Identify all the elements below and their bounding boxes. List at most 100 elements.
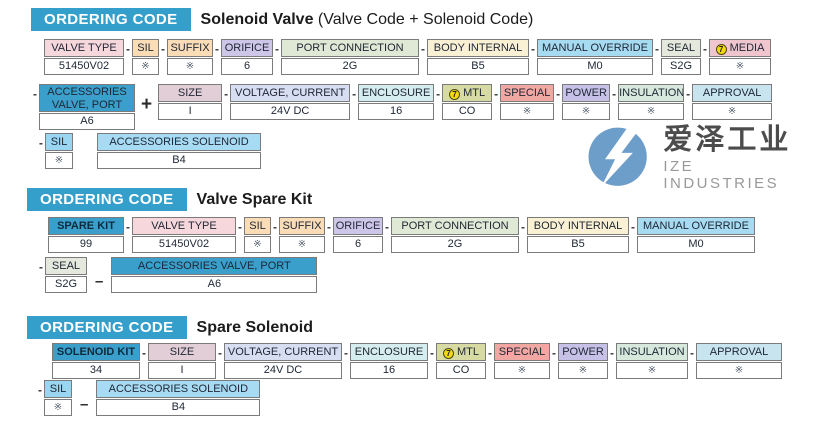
code-box-value: ※ (500, 103, 555, 120)
code-box-value: ※ (696, 362, 782, 379)
s2-row1: SPARE KIT 99 - VALVE TYPE 51450V02 - SIL… (48, 217, 755, 253)
section3-header: ORDERING CODE Spare Solenoid (27, 316, 313, 339)
code-box-seal: SEAL S2G (45, 257, 87, 293)
code-box-value: ※ (692, 103, 773, 120)
dash-separator: - (126, 220, 130, 234)
code-box-header: SIL (132, 39, 159, 57)
dash-separator: - (344, 346, 348, 360)
code-box-value: S2G (661, 58, 701, 75)
code-box-header-label: MTL (457, 346, 479, 358)
code-box-value: ※ (44, 399, 72, 416)
code-box-value: A6 (111, 276, 318, 293)
code-box-header-line2: VALVE, PORT (51, 99, 123, 111)
code-box-value: M0 (637, 236, 755, 253)
code-box-header: SPARE KIT (48, 217, 124, 235)
dash-separator: - (238, 220, 242, 234)
code-box-header: MANUAL OVERRIDE (537, 39, 653, 57)
code-box-manual-override: MANUAL OVERRIDE M0 (537, 39, 653, 75)
dash-separator: - (385, 220, 389, 234)
dash-separator: - (273, 220, 277, 234)
ize-logo-text: 爱泽工业 IZE INDUSTRIES (663, 124, 815, 192)
code-box-header: INSULATION (616, 343, 688, 361)
code-box-header: APPROVAL (696, 343, 782, 361)
code-box-approval: APPROVAL ※ (692, 84, 773, 120)
dash-separator: - (690, 346, 694, 360)
dash-separator: - (126, 42, 130, 56)
code-box-special: SPECIAL ※ (494, 343, 550, 379)
code-box-header: PORT CONNECTION (391, 217, 519, 235)
code-box-value: 16 (358, 103, 435, 120)
s2-row2: - SEAL S2G – ACCESSORIES VALVE, PORT A6 (37, 257, 318, 293)
code-box-header: 7 MTL (442, 84, 493, 102)
code-box-media: 7 MEDIA ※ (709, 39, 771, 75)
minus-separator: – (80, 396, 89, 413)
code-box-header: PORT CONNECTION (281, 39, 419, 57)
code-box-value: I (148, 362, 216, 379)
code-box-value: ※ (562, 103, 611, 120)
code-box-value: ※ (167, 58, 213, 75)
code-box-value: ※ (45, 152, 73, 169)
code-box-value: CO (442, 103, 493, 120)
ordering-code-banner: ORDERING CODE (31, 8, 191, 31)
code-box-enclosure: ENCLOSURE 16 (358, 84, 435, 120)
code-box-header: BODY INTERNAL (427, 39, 529, 57)
code-box-value: 34 (52, 362, 140, 379)
code-box-value: 6 (221, 58, 273, 75)
code-box-value: I (158, 103, 223, 120)
code-box-sil: SIL ※ (244, 217, 271, 253)
code-box-value: 6 (333, 236, 383, 253)
code-box-insulation: INSULATION ※ (618, 84, 685, 120)
code-box-header: SIZE (148, 343, 216, 361)
code-box-value: ※ (494, 362, 550, 379)
code-box-sil: SIL ※ (132, 39, 159, 75)
code-box-solenoid-kit: SOLENOID KIT 34 (52, 343, 140, 379)
dash-separator: - (39, 260, 43, 274)
dash-separator: - (275, 42, 279, 56)
code-box-header: INSULATION (618, 84, 685, 102)
section2-header: ORDERING CODE Valve Spare Kit (27, 188, 312, 211)
ordering-code-banner: ORDERING CODE (27, 188, 187, 211)
code-box-value: 24V DC (224, 362, 342, 379)
section2-title-bold: Valve Spare Kit (196, 190, 313, 208)
code-box-body-internal: BODY INTERNAL B5 (527, 217, 629, 253)
code-box-enclosure: ENCLOSURE 16 (350, 343, 428, 379)
code-box-header: MANUAL OVERRIDE (637, 217, 755, 235)
dash-separator: - (631, 220, 635, 234)
code-box-header: ACCESSORIES SOLENOID (97, 133, 261, 151)
code-box-header: SIL (45, 133, 73, 151)
code-box-value: ※ (279, 236, 325, 253)
code-box-voltage-current: VOLTAGE, CURRENT 24V DC (230, 84, 351, 120)
dash-separator: - (436, 87, 441, 101)
code-box-header: ORIFICE (221, 39, 273, 57)
dash-separator: - (655, 42, 659, 56)
dash-separator: - (494, 87, 499, 101)
note-7-icon: 7 (443, 348, 454, 359)
code-box-header: ACCESSORIES VALVE, PORT (111, 257, 318, 275)
code-box-suffix: SUFFIX ※ (279, 217, 325, 253)
s1-row2: - ACCESSORIES VALVE, PORT A6 + SIZE I - … (31, 84, 773, 130)
code-box-header-label: MEDIA (729, 42, 765, 54)
code-box-sil: SIL ※ (45, 133, 73, 169)
dash-separator: - (38, 383, 42, 397)
code-box-header: ACCESSORIES VALVE, PORT (39, 84, 135, 112)
minus-separator: – (95, 273, 104, 290)
ordering-code-banner: ORDERING CODE (27, 316, 187, 339)
code-box-value: ※ (618, 103, 685, 120)
code-box-header: SPECIAL (500, 84, 555, 102)
section1-title: Solenoid Valve (Valve Code + Solenoid Co… (201, 11, 534, 29)
dash-separator: - (610, 346, 614, 360)
dash-separator: - (161, 42, 165, 56)
code-box-header: SOLENOID KIT (52, 343, 140, 361)
code-box-value: ※ (132, 58, 159, 75)
dash-separator: - (552, 346, 556, 360)
code-box-port-connection: PORT CONNECTION 2G (281, 39, 419, 75)
code-box-suffix: SUFFIX ※ (167, 39, 213, 75)
code-box-power: POWER ※ (558, 343, 608, 379)
code-box-insulation: INSULATION ※ (616, 343, 688, 379)
section1-title-rest: (Valve Code + Solenoid Code) (313, 10, 534, 28)
code-box-value: 2G (391, 236, 519, 253)
code-box-value: 16 (350, 362, 428, 379)
code-box-header: ACCESSORIES SOLENOID (96, 380, 261, 398)
code-box-header: VALVE TYPE (44, 39, 124, 57)
code-box-voltage-current: VOLTAGE, CURRENT 24V DC (224, 343, 342, 379)
